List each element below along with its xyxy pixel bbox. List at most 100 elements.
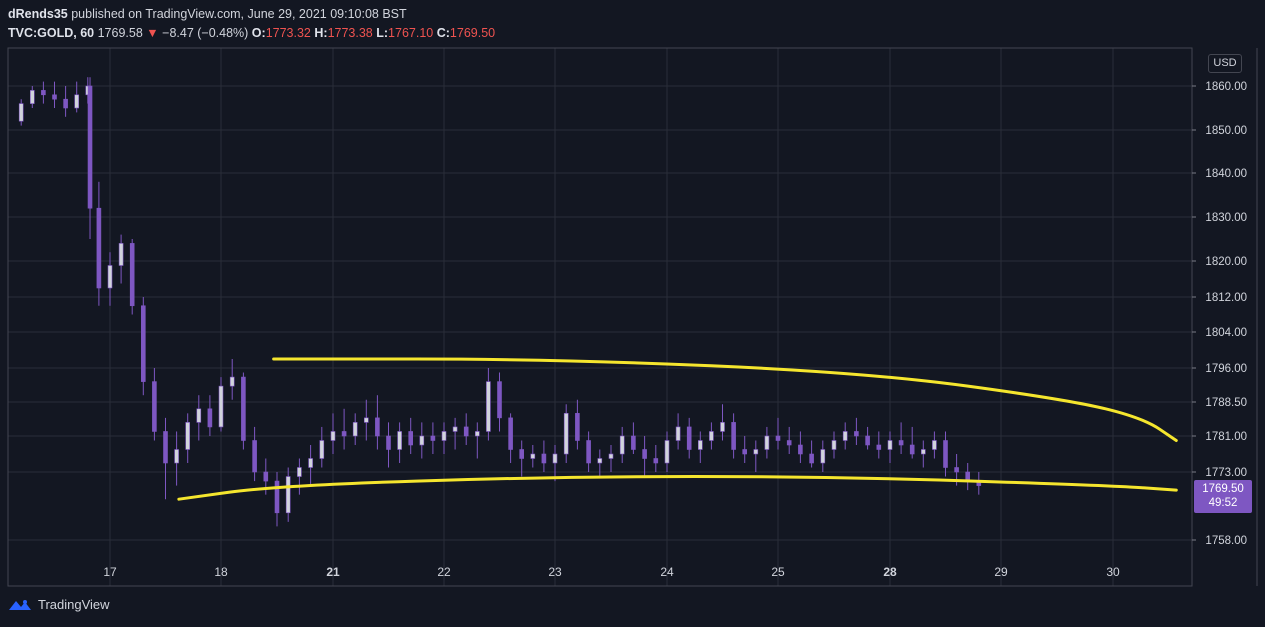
high-value: 1773.38: [327, 26, 373, 40]
price-tick-label: 1796.00: [1205, 363, 1247, 375]
candle-body: [452, 426, 458, 432]
candle-body: [118, 243, 124, 266]
candle-body: [753, 449, 759, 455]
candle: [252, 426, 257, 482]
candle-body: [508, 417, 513, 450]
candle-body: [63, 98, 68, 109]
price-change: −8.47 (−0.48%): [162, 26, 249, 40]
candle-body: [909, 444, 915, 455]
price-tick-label: 1781.00: [1205, 431, 1247, 443]
candle-body: [352, 422, 358, 437]
candle-body: [932, 440, 937, 450]
candle-body: [18, 103, 24, 122]
open-label: O:: [251, 26, 266, 40]
currency-button[interactable]: USD: [1208, 54, 1242, 73]
candle: [141, 297, 146, 396]
candle: [541, 440, 547, 472]
candle: [854, 417, 859, 445]
price-tick-label: 1788.50: [1205, 397, 1247, 409]
candle: [419, 422, 425, 459]
candle-body: [408, 431, 414, 446]
candle-body: [330, 431, 336, 441]
candle: [686, 417, 692, 459]
time-tick-label: 22: [437, 565, 451, 579]
candle-body: [876, 444, 882, 450]
last-price-tag-value: 1769.50: [1202, 483, 1244, 495]
chart-grid: [8, 48, 1192, 586]
candle: [876, 431, 882, 459]
candle: [386, 422, 391, 468]
time-axis[interactable]: 17 18 21 22 23 24 25 28 29 30: [103, 565, 1120, 579]
candle-body: [519, 449, 525, 459]
candle-body: [731, 422, 736, 450]
price-tick-label: 1758.00: [1205, 535, 1247, 547]
candle: [319, 426, 325, 468]
candle-body: [29, 90, 35, 104]
candle-body: [541, 453, 547, 464]
candle: [274, 472, 280, 527]
candle: [185, 413, 190, 463]
candle: [597, 449, 603, 477]
upper-trendline[interactable]: [272, 357, 1178, 442]
brand-name[interactable]: TradingView: [38, 597, 110, 612]
plot-frame: [7, 47, 1193, 587]
candle-body: [397, 431, 402, 450]
last-price-tag: 1769.50 49:52: [1194, 480, 1252, 513]
high-label: H:: [314, 26, 328, 40]
candle-body: [174, 449, 179, 464]
candle: [196, 395, 202, 441]
candle-body: [107, 265, 113, 289]
candle: [575, 399, 580, 450]
candle: [798, 431, 803, 463]
price-axis[interactable]: 1860.00 1850.00 1840.00 1830.00 1820.00 1812.…: [1192, 81, 1247, 547]
candle: [497, 372, 502, 432]
candle: [174, 431, 179, 486]
candle-body: [854, 431, 859, 437]
candle: [285, 467, 291, 522]
candle: [107, 252, 113, 306]
published-info: published on TradingView.com, June 29, 2…: [71, 7, 407, 21]
trendlines[interactable]: [177, 357, 1178, 501]
candle-body: [575, 413, 580, 441]
last-price: 1769.58: [97, 26, 143, 40]
candle-body: [697, 440, 703, 450]
time-tick-label: 21: [326, 565, 340, 579]
candle-body: [218, 385, 224, 428]
candle: [74, 81, 79, 113]
candle: [742, 436, 748, 463]
candle: [363, 399, 369, 441]
candle: [786, 426, 792, 454]
candle: [697, 431, 703, 463]
candle-body: [285, 476, 291, 514]
author-name[interactable]: dRends35: [8, 7, 68, 21]
candle-body: [920, 449, 926, 455]
candle-body: [608, 453, 614, 459]
candle: [764, 426, 770, 459]
candle: [664, 431, 670, 472]
candle: [129, 239, 135, 315]
tradingview-logo-icon[interactable]: [8, 598, 32, 612]
symbol-label: TVC:GOLD, 60: [8, 26, 95, 40]
candle-body: [619, 435, 625, 455]
candle: [976, 472, 982, 495]
candle-body: [720, 422, 725, 432]
candle-body: [497, 381, 502, 419]
price-tick-label: 1860.00: [1205, 81, 1247, 93]
lower-trendline[interactable]: [177, 475, 1178, 501]
candle: [586, 431, 591, 472]
time-tick-label: 17: [103, 565, 117, 579]
candle: [653, 445, 659, 472]
candle-body: [786, 440, 792, 446]
candle: [552, 445, 558, 482]
candle-body: [887, 440, 893, 450]
low-label: L:: [376, 26, 389, 40]
candle: [965, 463, 971, 491]
candle-body: [74, 94, 79, 109]
candle: [163, 417, 168, 500]
candle: [52, 81, 57, 108]
candle: [519, 440, 525, 477]
price-tick-label: 1830.00: [1205, 212, 1247, 224]
candle-body: [308, 458, 313, 468]
candle-body: [87, 85, 93, 209]
